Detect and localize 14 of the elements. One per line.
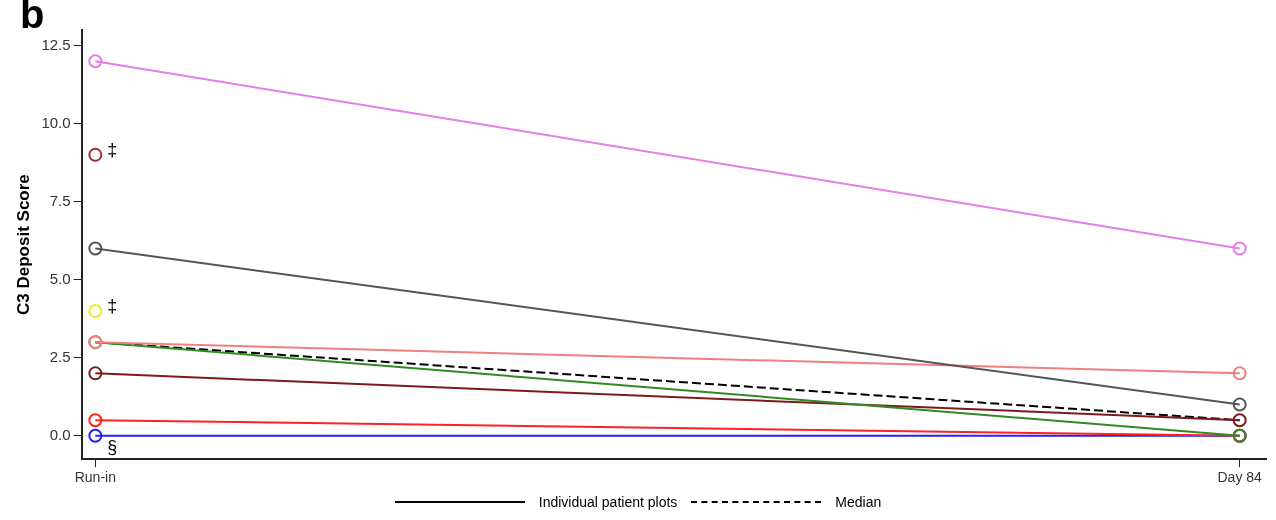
y-tick-label: 5.0 [49,269,71,287]
y-tick-label: 12.5 [41,35,71,53]
y-tick-label: 10.0 [41,113,71,131]
annotation: ‡ [107,139,118,160]
text: Median [835,494,882,510]
y-tick-label: 7.5 [49,191,71,209]
x-tick-label: Day 84 [1217,469,1263,486]
y-tick-label: 2.5 [49,347,71,365]
y-tick-label: 0.0 [49,425,71,443]
annotation: § [107,436,118,457]
y-axis-title: C3 Deposit Score [13,174,33,315]
annotation: ‡ [107,295,118,316]
x-tick-label: Run-in [74,469,116,486]
text: Individual patient plots [538,494,678,510]
